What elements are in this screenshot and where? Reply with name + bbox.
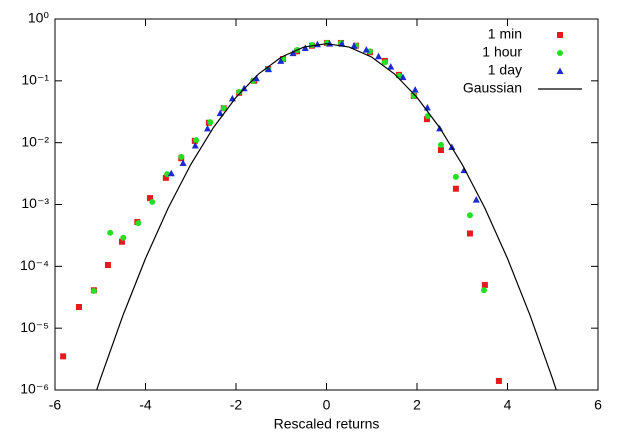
point — [289, 49, 297, 57]
legend-label: Gaussian — [463, 80, 522, 96]
point — [480, 287, 487, 294]
point — [277, 57, 285, 64]
point — [236, 88, 243, 95]
point — [179, 159, 187, 166]
point — [178, 153, 185, 160]
point — [375, 52, 383, 60]
point — [220, 105, 227, 112]
point — [481, 281, 488, 288]
y-tick-label: 10⁻¹ — [21, 72, 49, 88]
point — [135, 220, 142, 227]
point — [216, 109, 224, 117]
x-tick-label: 2 — [413, 397, 421, 413]
point — [472, 196, 480, 203]
x-tick-label: 6 — [594, 397, 602, 413]
legend-swatch — [556, 67, 564, 74]
point — [366, 48, 373, 55]
gaussian-line — [96, 43, 557, 390]
point — [104, 262, 111, 269]
point — [338, 40, 346, 47]
point — [191, 141, 199, 149]
legend-label: 1 min — [488, 26, 522, 42]
y-tick-label: 10⁻⁴ — [20, 257, 49, 273]
point — [60, 353, 67, 360]
point — [399, 73, 407, 81]
x-tick-label: 0 — [323, 397, 331, 413]
point — [75, 303, 82, 310]
point — [301, 44, 309, 51]
point — [90, 287, 97, 294]
point — [495, 377, 502, 384]
point — [107, 229, 114, 236]
legend-label: 1 hour — [482, 44, 522, 60]
legend-swatch — [557, 50, 563, 56]
x-tick-label: -4 — [139, 397, 152, 413]
point — [350, 42, 358, 49]
point — [265, 65, 273, 73]
point — [193, 137, 200, 144]
point — [149, 198, 156, 205]
legend-label: 1 day — [488, 62, 522, 78]
point — [381, 59, 388, 66]
x-tick-label: -6 — [49, 397, 62, 413]
point — [411, 86, 419, 93]
point — [203, 124, 211, 132]
point — [437, 147, 444, 154]
point — [452, 185, 459, 192]
y-tick-label: 10⁰ — [28, 10, 50, 26]
point — [437, 141, 444, 148]
point — [240, 84, 248, 92]
point — [452, 173, 459, 180]
y-tick-label: 10⁻³ — [21, 195, 49, 211]
point — [147, 195, 154, 202]
y-tick-label: 10⁻⁵ — [20, 319, 49, 335]
point — [207, 119, 214, 126]
y-tick-label: 10⁻⁶ — [20, 381, 49, 397]
point — [410, 92, 417, 99]
x-tick-label: 4 — [504, 397, 512, 413]
point — [252, 74, 260, 82]
point — [162, 174, 169, 181]
point — [118, 238, 125, 245]
point — [362, 46, 370, 53]
point — [466, 212, 473, 219]
point — [423, 116, 430, 123]
legend-swatch — [557, 32, 563, 38]
point — [387, 63, 395, 70]
point — [167, 169, 175, 177]
plot-area — [60, 39, 557, 390]
y-tick-label: 10⁻² — [21, 133, 49, 149]
x-tick-label: -2 — [230, 397, 243, 413]
point — [120, 234, 127, 241]
x-axis-label: Rescaled returns — [274, 416, 380, 432]
point — [466, 230, 473, 237]
